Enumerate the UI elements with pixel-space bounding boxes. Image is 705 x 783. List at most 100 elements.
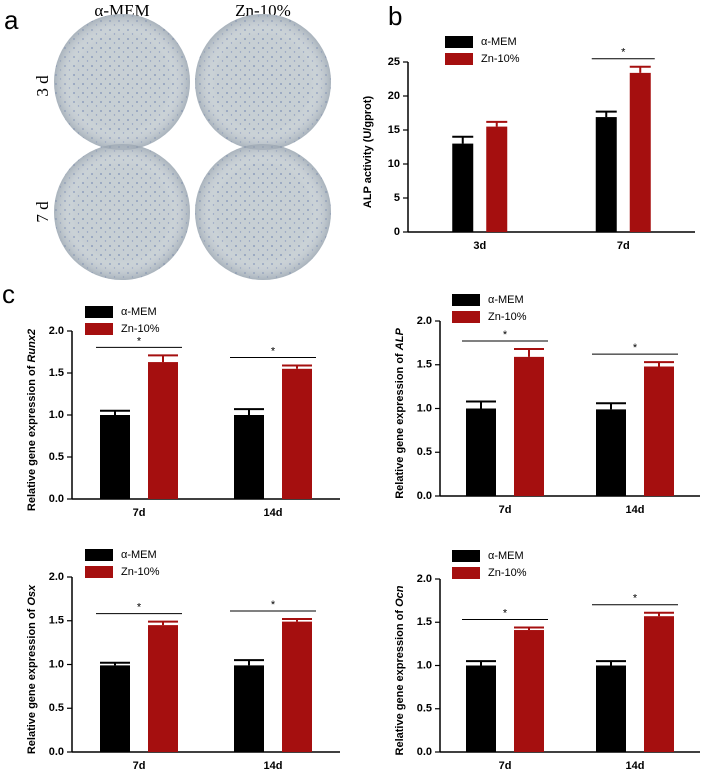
error-bar: [100, 409, 130, 415]
x-tick-label: 14d: [264, 507, 283, 519]
y-tick-label: 1.5: [417, 359, 432, 371]
legend-label: Zn-10%: [481, 53, 520, 65]
bar: [234, 665, 264, 752]
culture-photos: [54, 14, 331, 280]
y-axis-label: Relative gene expression of Osx: [26, 584, 38, 754]
y-tick-label: 0.0: [49, 493, 64, 505]
significance-label: *: [633, 342, 638, 354]
panel-label: c: [2, 279, 15, 309]
legend-label: α-MEM: [488, 550, 524, 562]
error-bar: [466, 400, 496, 409]
bar: [629, 72, 651, 232]
y-tick-label: 0.0: [417, 490, 432, 502]
x-tick-label: 7d: [133, 760, 146, 772]
gene-name: ALP: [394, 328, 406, 352]
y-tick-label: 1.5: [49, 615, 64, 627]
significance-label: *: [271, 345, 276, 357]
row-label: 7 d: [33, 201, 52, 223]
well-shade: [54, 14, 190, 150]
significance-label: *: [621, 47, 626, 59]
y-tick-label: 0: [394, 226, 400, 238]
legend-swatch: [452, 311, 480, 323]
legend-swatch: [445, 53, 473, 65]
bar: [466, 408, 496, 496]
error-bar: [514, 348, 544, 357]
x-tick-label: 14d: [626, 504, 645, 516]
y-tick-label: 0.5: [49, 702, 64, 714]
row-label: 3 d: [33, 75, 52, 97]
x-tick-label: 3d: [473, 240, 486, 252]
y-tick-label: 2.0: [417, 315, 432, 327]
bar: [595, 117, 617, 232]
y-tick-label: 2.0: [417, 573, 432, 585]
y-axis-label: ALP activity (U/gprot): [362, 96, 374, 209]
significance-label: *: [633, 593, 638, 605]
legend-swatch: [85, 306, 113, 318]
y-tick-label: 2.0: [49, 325, 64, 337]
x-tick-label: 7d: [499, 760, 512, 772]
error-bar: [234, 659, 264, 666]
legend-swatch: [85, 323, 113, 335]
bar: [100, 665, 130, 752]
y-tick-label: 0.0: [417, 746, 432, 758]
bar: [466, 665, 496, 752]
x-tick-label: 7d: [617, 240, 630, 252]
x-tick-label: 7d: [499, 504, 512, 516]
legend-swatch: [452, 567, 480, 579]
gene-name: Osx: [26, 584, 38, 606]
legend-swatch: [452, 294, 480, 306]
legend-swatch: [452, 550, 480, 562]
bar: [644, 616, 674, 752]
error-bar: [595, 110, 617, 118]
error-bar: [596, 402, 626, 410]
error-bar: [514, 626, 544, 631]
bar: [282, 368, 312, 499]
column-label: α-MEM: [94, 1, 149, 20]
bar: [514, 356, 544, 496]
y-tick-label: 0.5: [49, 451, 64, 463]
gene-name: Ocn: [394, 585, 406, 607]
error-bar: [644, 361, 674, 367]
y-axis-label: Relative gene expression of Runx2: [26, 329, 38, 511]
legend-label: Zn-10%: [121, 566, 160, 578]
bar: [234, 415, 264, 499]
significance-label: *: [137, 335, 142, 347]
error-bar: [148, 620, 178, 626]
y-axis-label-text: Relative gene expression of: [394, 350, 406, 499]
x-tick-label: 14d: [626, 760, 645, 772]
bar: [486, 126, 508, 232]
significance-label: *: [137, 602, 142, 614]
error-bar: [282, 364, 312, 369]
y-axis-label: Relative gene expression of ALP: [394, 328, 406, 499]
y-axis-label-text: ALP activity (U/gprot): [362, 96, 374, 209]
x-tick-label: 14d: [264, 760, 283, 772]
error-bar: [596, 660, 626, 666]
significance-label: *: [503, 329, 508, 341]
bar: [596, 409, 626, 496]
bar: [514, 630, 544, 752]
y-tick-label: 0.0: [49, 746, 64, 758]
y-tick-label: 1.5: [49, 367, 64, 379]
legend-label: Zn-10%: [488, 311, 527, 323]
error-bar: [486, 120, 508, 127]
y-axis-label-text: Relative gene expression of: [26, 363, 38, 512]
legend-swatch: [85, 549, 113, 561]
y-tick-label: 0.5: [417, 446, 432, 458]
legend-label: α-MEM: [481, 36, 517, 48]
legend-label: Zn-10%: [488, 567, 527, 579]
bar: [596, 665, 626, 752]
significance-label: *: [503, 607, 508, 619]
y-axis-label-text: Relative gene expression of: [26, 606, 38, 755]
y-tick-label: 1.0: [417, 402, 432, 414]
error-bar: [629, 65, 651, 73]
panel-label: b: [388, 1, 402, 31]
bar: [100, 415, 130, 499]
bar: [148, 625, 178, 752]
error-bar: [100, 661, 130, 666]
panel-label: a: [4, 5, 19, 35]
y-tick-label: 5: [394, 192, 400, 204]
gene-name: Runx2: [26, 329, 38, 363]
y-tick-label: 20: [388, 90, 400, 102]
y-tick-label: 10: [388, 158, 400, 170]
